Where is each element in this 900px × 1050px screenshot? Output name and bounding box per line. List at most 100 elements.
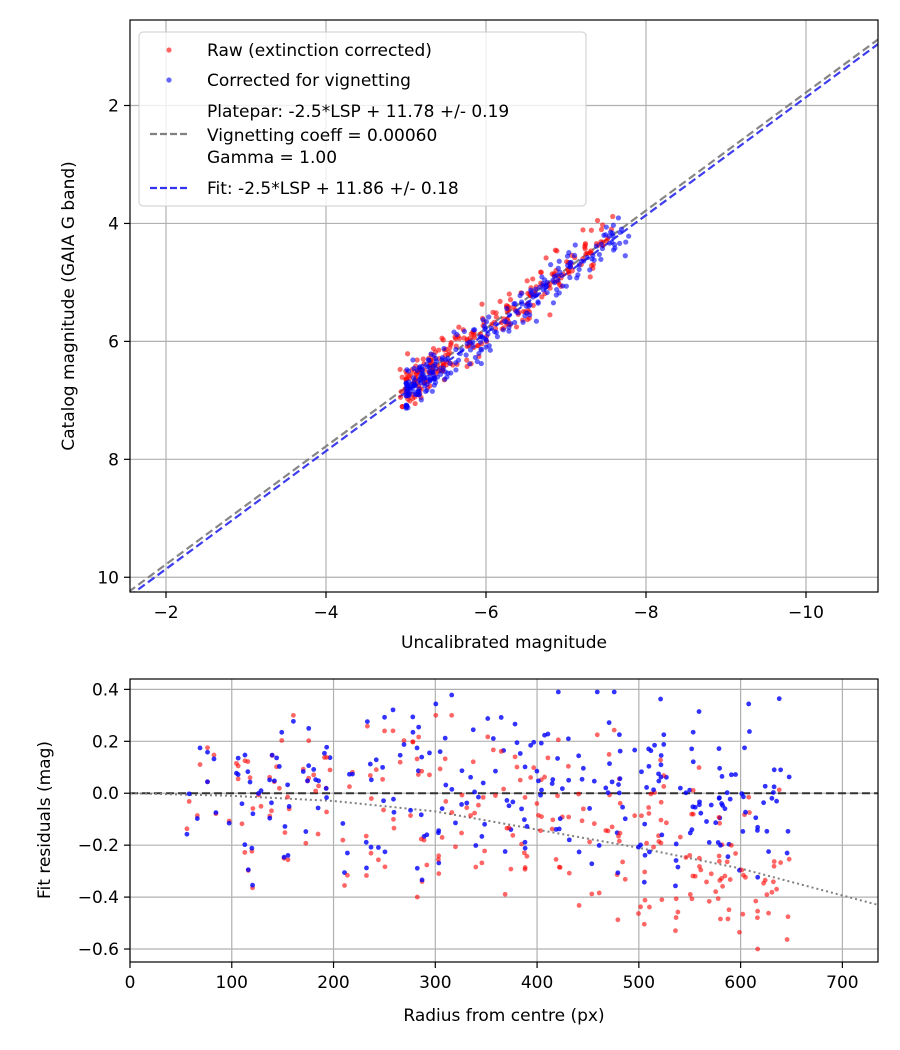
raw-residual-point xyxy=(344,872,350,878)
corrected-point xyxy=(543,284,549,290)
corrected-point xyxy=(432,379,439,386)
raw-residual-point xyxy=(687,891,693,897)
corrected-residual-point xyxy=(316,778,321,784)
top-scatter-points xyxy=(397,213,632,411)
raw-point xyxy=(468,331,474,337)
top-x-tick-label: −2 xyxy=(153,603,178,623)
raw-residual-point xyxy=(565,763,571,769)
raw-residual-point xyxy=(636,911,641,916)
corrected-point xyxy=(411,378,417,384)
corrected-residual-point xyxy=(536,778,541,784)
raw-residual-point xyxy=(373,767,379,773)
raw-residual-point xyxy=(340,837,346,843)
raw-residual-point xyxy=(211,752,217,758)
corrected-point xyxy=(520,319,526,325)
corrected-residual-point xyxy=(528,742,534,748)
corrected-residual-point xyxy=(282,824,288,829)
raw-residual-point xyxy=(642,869,648,875)
corrected-residual-point xyxy=(534,768,540,774)
corrected-residual-point xyxy=(776,696,782,702)
corrected-residual-point xyxy=(576,849,582,855)
corrected-residual-point xyxy=(642,852,648,858)
corrected-residual-point xyxy=(589,861,595,867)
bottom-grid xyxy=(129,679,878,962)
corrected-residual-point xyxy=(762,783,768,789)
corrected-point xyxy=(429,388,435,394)
raw-residual-point xyxy=(322,755,327,760)
corrected-residual-point xyxy=(607,761,612,767)
corrected-residual-point xyxy=(213,810,219,816)
raw-residual-point xyxy=(576,791,582,797)
raw-residual-point xyxy=(316,783,321,789)
corrected-residual-point xyxy=(479,834,485,839)
corrected-residual-point xyxy=(785,828,791,834)
raw-residual-point xyxy=(368,850,374,856)
raw-residual-point xyxy=(419,768,425,774)
raw-point xyxy=(398,388,404,395)
raw-residual-point xyxy=(555,793,560,799)
corrected-point xyxy=(419,363,425,369)
corrected-residual-point xyxy=(689,746,695,752)
corrected-residual-point xyxy=(764,828,770,834)
raw-residual-point xyxy=(472,810,477,816)
raw-residual-point xyxy=(579,818,585,824)
raw-residual-point xyxy=(770,879,776,885)
raw-residual-point xyxy=(382,864,388,870)
raw-residual-point xyxy=(382,728,387,734)
raw-residual-point xyxy=(470,759,476,765)
corrected-residual-point xyxy=(522,845,528,851)
raw-residual-point xyxy=(687,852,693,858)
corrected-residual-point xyxy=(436,860,442,866)
raw-residual-point xyxy=(473,864,479,870)
raw-residual-point xyxy=(576,902,582,908)
corrected-residual-point xyxy=(315,805,321,811)
corrected-residual-point xyxy=(687,787,693,793)
raw-residual-point xyxy=(591,821,597,827)
legend-marker-corrected xyxy=(166,77,172,83)
corrected-residual-point xyxy=(690,729,696,735)
raw-residual-point xyxy=(673,915,679,920)
corrected-point xyxy=(410,357,416,363)
bottom-y-tick-label: −0.2 xyxy=(78,836,119,856)
corrected-point xyxy=(426,357,432,364)
corrected-residual-point xyxy=(761,800,766,806)
raw-point xyxy=(513,324,520,330)
corrected-residual-point xyxy=(194,816,200,821)
raw-residual-point xyxy=(279,738,285,743)
raw-residual-point xyxy=(514,764,520,770)
corrected-residual-point xyxy=(242,752,248,758)
raw-residual-point xyxy=(416,734,422,740)
corrected-residual-point xyxy=(719,774,725,779)
corrected-residual-point xyxy=(698,810,704,816)
corrected-point xyxy=(596,251,602,258)
corrected-residual-point xyxy=(786,774,792,780)
corrected-residual-point xyxy=(250,882,255,888)
raw-residual-point xyxy=(713,889,719,895)
corrected-residual-point xyxy=(279,729,285,735)
raw-residual-point xyxy=(690,811,696,817)
raw-residual-point xyxy=(611,727,617,733)
raw-residual-point xyxy=(542,774,547,780)
corrected-point xyxy=(512,319,518,326)
legend-label-platepar-3: Gamma = 1.00 xyxy=(207,148,337,168)
raw-point xyxy=(420,356,426,362)
corrected-residual-point xyxy=(580,765,586,771)
raw-residual-point xyxy=(642,897,648,903)
corrected-residual-point xyxy=(622,816,628,822)
raw-residual-point xyxy=(722,873,728,879)
raw-residual-point xyxy=(306,738,312,744)
raw-point xyxy=(448,341,454,348)
bottom-reference-lines xyxy=(130,792,878,906)
raw-residual-point xyxy=(414,756,420,762)
raw-point xyxy=(587,274,593,280)
raw-point xyxy=(598,226,605,233)
corrected-point xyxy=(430,363,436,369)
raw-residual-point xyxy=(661,784,667,789)
raw-residual-point xyxy=(536,812,541,818)
corrected-residual-point xyxy=(557,816,563,822)
corrected-residual-point xyxy=(746,701,752,707)
corrected-point xyxy=(591,257,597,263)
corrected-point xyxy=(476,350,482,357)
corrected-residual-point xyxy=(774,798,779,804)
corrected-residual-point xyxy=(521,817,527,823)
